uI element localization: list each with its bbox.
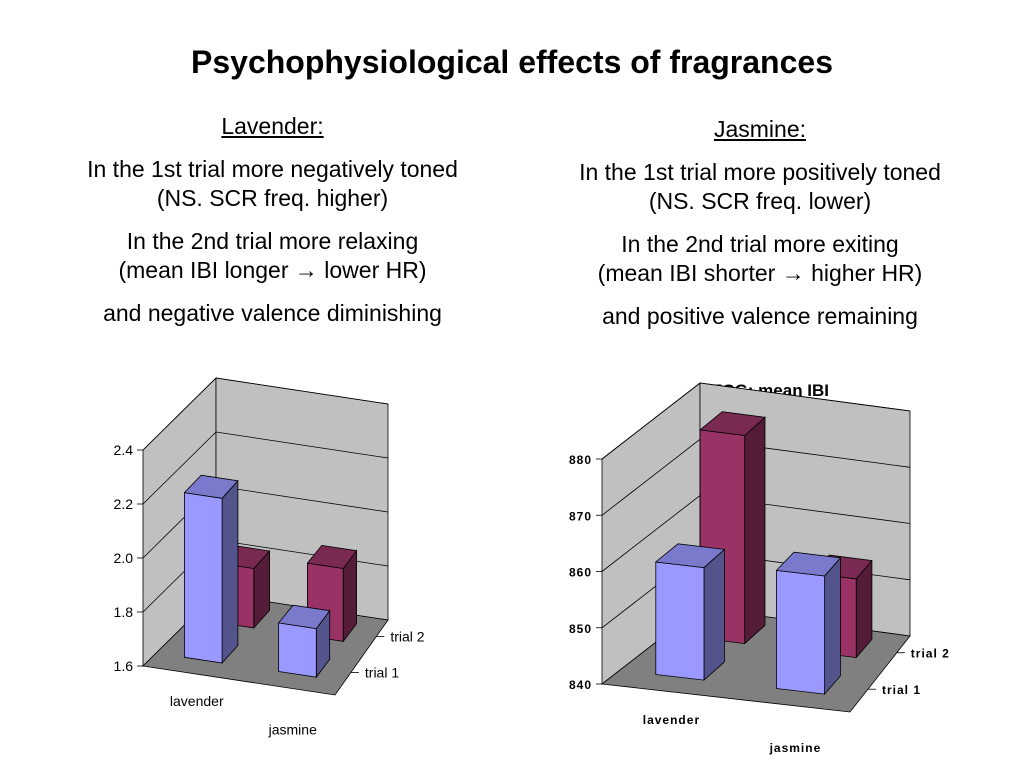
text-line: and positive valence remaining	[602, 303, 918, 329]
y-tick-label: 860	[569, 566, 592, 580]
page-title: Psychophysiological effects of fragrance…	[191, 44, 833, 80]
bar-jasmine-series-1	[775, 551, 842, 696]
y-tick-label: 840	[569, 678, 592, 692]
bar-front	[776, 569, 825, 695]
lavender-paragraph-1: In the 1st trial more negatively toned (…	[40, 155, 505, 213]
lavender-column: Lavender: In the 1st trial more negative…	[40, 112, 505, 342]
bar-top	[183, 474, 239, 499]
depth-label: trial 2	[911, 647, 950, 661]
gridline	[142, 431, 389, 505]
depth-label: trial 1	[365, 665, 399, 681]
jasmine-paragraph-3: and positive valence remaining	[530, 302, 990, 331]
bar-top	[699, 411, 766, 436]
bar-side	[221, 479, 239, 665]
text-line: In the 2nd trial more exiting	[621, 231, 899, 257]
y-tick-label: 2.4	[114, 442, 134, 458]
category-label: jasmine	[769, 741, 822, 755]
bar-top	[654, 543, 726, 569]
category-label: lavender	[170, 693, 224, 709]
y-tick-label: 1.8	[114, 604, 134, 620]
text-line: (mean IBI longer → lower HR)	[118, 257, 427, 283]
gridline	[142, 377, 389, 451]
y-tick-label: 880	[569, 453, 592, 467]
text-line: In the 2nd trial more relaxing	[126, 228, 419, 254]
bar-side	[824, 556, 841, 696]
y-tick-label: 850	[569, 622, 592, 636]
jasmine-column: Jasmine: In the 1st trial more positivel…	[530, 115, 990, 345]
y-tick-label: 870	[569, 509, 592, 523]
jasmine-heading: Jasmine:	[713, 116, 807, 142]
bar-top	[306, 544, 358, 569]
bar-lavender-series-1	[654, 543, 726, 681]
jasmine-paragraph-1: In the 1st trial more positively toned (…	[530, 158, 990, 216]
text-line: In the 1st trial more negatively toned	[87, 156, 458, 182]
bar-front	[278, 622, 317, 678]
bar-side	[744, 416, 766, 645]
depth-label: trial 1	[882, 683, 921, 697]
lavender-paragraph-3: and negative valence diminishing	[40, 299, 505, 328]
category-label: jasmine	[268, 722, 317, 738]
y-tick-label: 2.0	[114, 550, 134, 566]
gridline	[601, 382, 911, 460]
bar-top	[775, 551, 842, 577]
bar-front	[183, 492, 223, 664]
text-line: (NS. SCR freq. lower)	[648, 188, 872, 214]
bar-side	[703, 548, 725, 681]
bar-lavender-series-1	[183, 474, 239, 665]
text-line: In the 1st trial more positively toned	[579, 159, 941, 185]
bar-top	[277, 604, 331, 630]
category-label: lavender	[643, 713, 700, 727]
y-tick-label: 1.6	[114, 658, 134, 674]
text-line: (mean IBI shorter → higher HR)	[597, 260, 923, 286]
lavender-heading: Lavender:	[221, 113, 324, 139]
text-line: (NS. SCR freq. higher)	[156, 185, 389, 211]
y-tick-label: 2.2	[114, 496, 134, 512]
jasmine-paragraph-2: In the 2nd trial more exiting (mean IBI …	[530, 230, 990, 288]
depth-label: trial 2	[390, 629, 424, 645]
bar-jasmine-series-1	[277, 604, 331, 679]
bar-front	[655, 561, 705, 681]
text-line: and negative valence diminishing	[103, 300, 442, 326]
lavender-paragraph-2: In the 2nd trial more relaxing (mean IBI…	[40, 227, 505, 285]
